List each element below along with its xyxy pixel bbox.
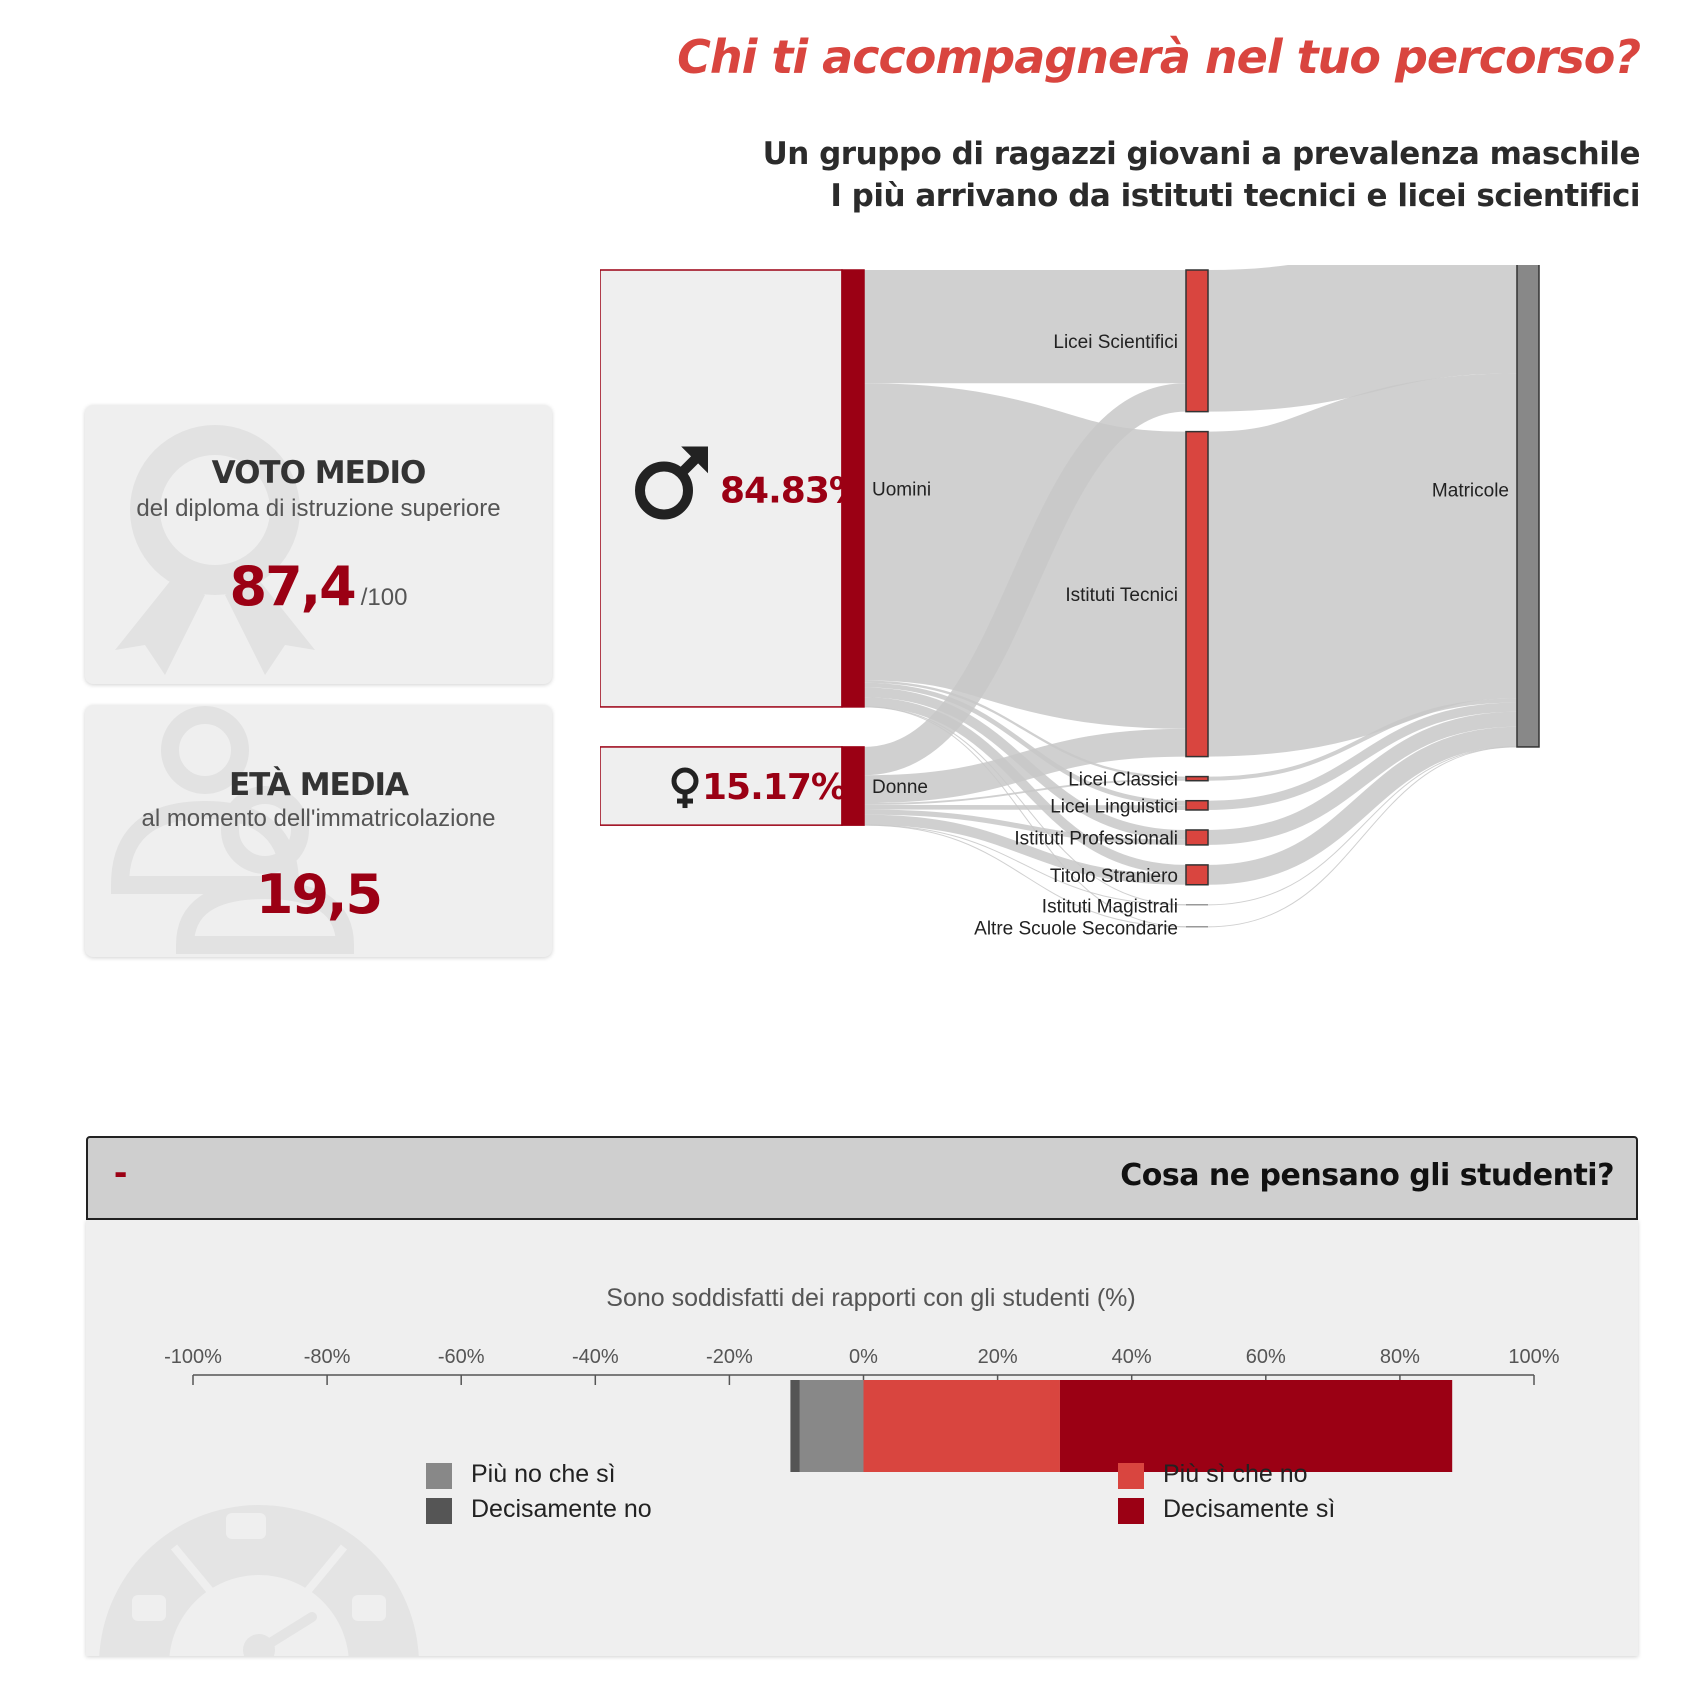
sankey-link-uomini-licei-classici: [863, 680, 1187, 779]
gender-box-donne: 15.17%: [600, 746, 847, 826]
sankey-link-donne-licei-scientifici: [863, 383, 1187, 776]
sankey-link-istituti-magistrali-matricole: [1207, 746, 1518, 906]
x-tick-label: 40%: [1112, 1346, 1152, 1368]
sankey-node-licei-scientifici: [1185, 269, 1209, 413]
average-age-card: ETÀ MEDIA al momento dell'immatricolazio…: [85, 705, 552, 957]
sankey-node-uomini: [841, 269, 865, 708]
legend-label-decisamente-si: Decisamente sì: [1163, 1495, 1336, 1523]
sankey-node-donne: [841, 746, 865, 826]
x-tick-label: -80%: [304, 1346, 351, 1368]
page-subtitle: Un gruppo di ragazzi giovani a prevalenz…: [762, 133, 1641, 217]
subtitle-line-2: I più arrivano da istituti tecnici e lic…: [830, 178, 1640, 214]
sankey-link-titolo-straniero-matricole: [1207, 726, 1518, 885]
x-tick-label: 0%: [849, 1346, 878, 1368]
sankey-node-licei-classici: [1185, 775, 1209, 782]
bar-piu-no-che-si: [799, 1380, 864, 1472]
sankey-node-licei-linguistici: [1185, 799, 1209, 811]
sankey-link-licei-classici-matricole: [1207, 698, 1518, 781]
sankey-link-donne-titolo-straniero: [863, 814, 1187, 885]
sankey-label-altre-scuole-secondarie: Altre Scuole Secondarie: [974, 919, 1178, 940]
people-icon: [110, 706, 355, 954]
x-tick-label: -100%: [164, 1346, 222, 1368]
average-grade-title: VOTO MEDIO: [211, 455, 427, 491]
sankey-link-uomini-licei-linguistici: [863, 682, 1187, 806]
sankey-diagram: 84.83% 15.17% Uomini Donne Licei Scientifici…: [600, 265, 1540, 940]
sankey-node-matricole: [1516, 265, 1540, 748]
legend-label-decisamente-no: Decisamente no: [471, 1495, 652, 1523]
rosette-icon: [115, 425, 315, 675]
sankey-links: [862, 265, 1520, 928]
average-age-title: ETÀ MEDIA: [229, 767, 409, 803]
average-age-value: 19,5: [255, 863, 383, 926]
x-tick-label: 100%: [1508, 1346, 1559, 1368]
sankey-node-istituti-professionali: [1185, 829, 1209, 846]
average-grade-unit: /100: [360, 584, 408, 611]
sankey-node-titolo-straniero: [1185, 864, 1209, 886]
collapse-toggle[interactable]: -: [114, 1150, 128, 1194]
sankey-node-istituti-tecnici: [1185, 430, 1209, 758]
x-tick-label: 80%: [1380, 1346, 1420, 1368]
sankey-label-matricole: Matricole: [1432, 480, 1509, 501]
sankey-label-istituti-professionali: Istituti Professionali: [1014, 828, 1178, 849]
sankey-label-istituti-tecnici: Istituti Tecnici: [1065, 585, 1178, 606]
average-age-description: al momento dell'immatricolazione: [141, 805, 496, 832]
sankey-link-uomini-altre-scuole-secondarie: [863, 706, 1187, 928]
sankey-link-altre-scuole-secondarie-matricole: [1207, 746, 1518, 928]
legend-swatch-decisamente-no: [426, 1498, 452, 1524]
sankey-nodes: Uomini Donne Licei Scientifici Istituti Tec…: [841, 265, 1540, 940]
legend-label-piu-no: Più no che sì: [471, 1460, 616, 1488]
bar-decisamente-si: [1059, 1380, 1453, 1472]
sankey-label-licei-linguistici: Licei Linguistici: [1050, 796, 1178, 817]
legend-swatch-piu-no: [426, 1463, 452, 1489]
gender-box-uomini: 84.83%: [600, 269, 865, 708]
sankey-label-donne: Donne: [872, 777, 928, 798]
female-icon: [671, 767, 699, 809]
average-age-value-row: 19,5: [85, 863, 552, 926]
x-tick-label: -20%: [706, 1346, 753, 1368]
sankey-label-uomini: Uomini: [872, 479, 931, 500]
sankey-link-istituti-professionali-matricole: [1207, 711, 1518, 845]
satisfaction-gauge-icon: [99, 1505, 419, 1656]
male-icon: [635, 446, 708, 520]
sankey-label-licei-scientifici: Licei Scientifici: [1053, 332, 1178, 353]
section-panel: Sono soddisfatti dei rapporti con gli st…: [86, 1220, 1638, 1656]
sankey-link-uomini-titolo-straniero: [863, 697, 1187, 875]
sankey-link-licei-scientifici-matricole: [1207, 265, 1518, 412]
subtitle-line-1: Un gruppo di ragazzi giovani a prevalenz…: [762, 136, 1641, 172]
sankey-link-licei-linguistici-matricole: [1207, 702, 1518, 810]
sankey-link-istituti-tecnici-matricole: [1205, 373, 1520, 757]
x-tick-label: 60%: [1246, 1346, 1286, 1368]
sankey-link-donne-istituti-tecnici: [863, 728, 1187, 804]
bar-piu-si-che-no: [863, 1380, 1060, 1472]
legend-label-piu-si: Più sì che no: [1163, 1460, 1308, 1488]
x-tick-label: -60%: [438, 1346, 485, 1368]
sankey-label-licei-classici: Licei Classici: [1068, 770, 1178, 791]
average-grade-value-row: 87,4/100: [85, 555, 552, 618]
sankey-link-donne-istituti-professionali: [863, 809, 1187, 845]
chart-title: Sono soddisfatti dei rapporti con gli st…: [606, 1284, 1135, 1312]
average-grade-value: 87,4: [229, 555, 357, 618]
section-title: Cosa ne pensano gli studenti?: [1120, 1158, 1614, 1193]
average-grade-card: VOTO MEDIO del diploma di istruzione sup…: [85, 405, 552, 684]
gender-percent-donne: 15.17%: [702, 767, 846, 808]
sankey-link-donne-altre-scuole-secondarie: [863, 824, 1187, 928]
sankey-link-donne-istituti-magistrali: [863, 824, 1187, 906]
legend-swatch-decisamente-si: [1118, 1498, 1144, 1524]
gender-percent-uomini: 84.83%: [720, 470, 864, 511]
section-header[interactable]: - Cosa ne pensano gli studenti?: [86, 1136, 1638, 1220]
sankey-link-donne-licei-classici: [863, 778, 1187, 805]
page-title: Chi ti accompagnerà nel tuo percorso?: [677, 30, 1641, 84]
x-tick-label: 20%: [978, 1346, 1018, 1368]
sankey-label-istituti-magistrali: Istituti Magistrali: [1042, 897, 1178, 918]
average-grade-description: del diploma di istruzione superiore: [136, 495, 501, 522]
sankey-label-titolo-straniero: Titolo Straniero: [1050, 866, 1178, 887]
bar-decisamente-no: [790, 1380, 800, 1472]
legend-swatch-piu-si: [1118, 1463, 1144, 1489]
satisfaction-bar-chart: Sono soddisfatti dei rapporti con gli st…: [164, 1284, 1560, 1472]
x-tick-label: -40%: [572, 1346, 619, 1368]
